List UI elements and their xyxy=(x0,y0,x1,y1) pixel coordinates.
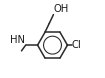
Text: HN: HN xyxy=(10,35,25,45)
Text: OH: OH xyxy=(54,4,69,14)
Text: Cl: Cl xyxy=(72,40,82,50)
